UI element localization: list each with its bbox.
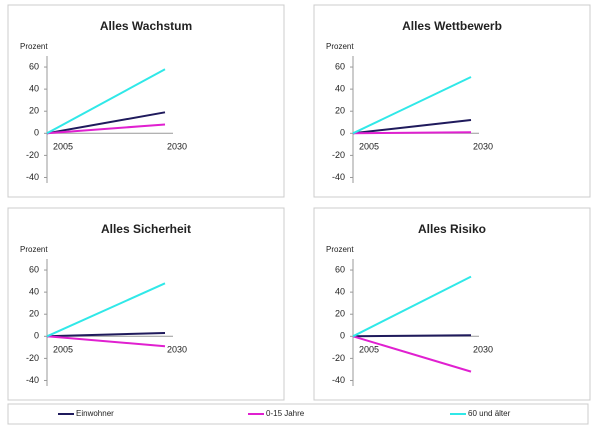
y-tick-label: 40 <box>335 287 345 297</box>
x-tick-label: 2005 <box>53 142 73 152</box>
legend-label: Einwohner <box>76 409 114 418</box>
chart-title: Alles Sicherheit <box>101 222 191 236</box>
y-tick-label: -40 <box>332 172 345 182</box>
y-tick-label: 40 <box>29 84 39 94</box>
series-line <box>352 275 472 338</box>
series-line <box>46 282 166 338</box>
panel <box>7 4 285 198</box>
legend-label: 0-15 Jahre <box>266 409 305 418</box>
x-tick-label: 2005 <box>359 345 379 355</box>
series-line <box>352 76 472 135</box>
series-line <box>352 131 472 135</box>
y-tick-label: -40 <box>26 172 39 182</box>
y-tick-label: 0 <box>34 331 39 341</box>
x-tick-label: 2030 <box>167 345 187 355</box>
y-tick-label: 20 <box>29 106 39 116</box>
axis-label: Prozent <box>326 42 354 51</box>
y-tick-label: 0 <box>340 128 345 138</box>
x-tick-label: 2030 <box>167 142 187 152</box>
y-tick-label: 60 <box>29 61 39 71</box>
y-tick-label: 60 <box>335 264 345 274</box>
y-tick-label: -40 <box>332 375 345 385</box>
panel <box>313 4 591 198</box>
y-tick-label: 0 <box>340 331 345 341</box>
x-tick-label: 2005 <box>359 142 379 152</box>
series-line <box>46 68 166 135</box>
y-tick-label: 40 <box>335 84 345 94</box>
axis-label: Prozent <box>20 42 48 51</box>
legend-box <box>7 403 589 425</box>
series-line <box>352 335 472 373</box>
y-tick-label: 40 <box>29 287 39 297</box>
x-tick-label: 2005 <box>53 345 73 355</box>
series-line <box>352 334 472 338</box>
series-line <box>46 335 166 348</box>
y-tick-label: -20 <box>26 353 39 363</box>
chart-title: Alles Wachstum <box>100 19 192 33</box>
series-line <box>352 119 472 135</box>
chart-title: Alles Risiko <box>418 222 486 236</box>
y-tick-label: -20 <box>26 150 39 160</box>
panel <box>7 207 285 401</box>
legend-label: 60 und älter <box>468 409 511 418</box>
y-tick-label: 60 <box>335 61 345 71</box>
y-tick-label: 20 <box>29 309 39 319</box>
y-tick-label: 20 <box>335 309 345 319</box>
axis-label: Prozent <box>20 245 48 254</box>
series-line <box>46 111 166 135</box>
series-line <box>46 123 166 135</box>
axis-label: Prozent <box>326 245 354 254</box>
y-tick-label: -20 <box>332 353 345 363</box>
chart-title: Alles Wettbewerb <box>402 19 502 33</box>
y-tick-label: 0 <box>34 128 39 138</box>
panel <box>313 207 591 401</box>
series-line <box>46 331 166 338</box>
y-tick-label: 20 <box>335 106 345 116</box>
y-tick-label: 60 <box>29 264 39 274</box>
x-tick-label: 2030 <box>473 142 493 152</box>
y-tick-label: -40 <box>26 375 39 385</box>
y-tick-label: -20 <box>332 150 345 160</box>
x-tick-label: 2030 <box>473 345 493 355</box>
